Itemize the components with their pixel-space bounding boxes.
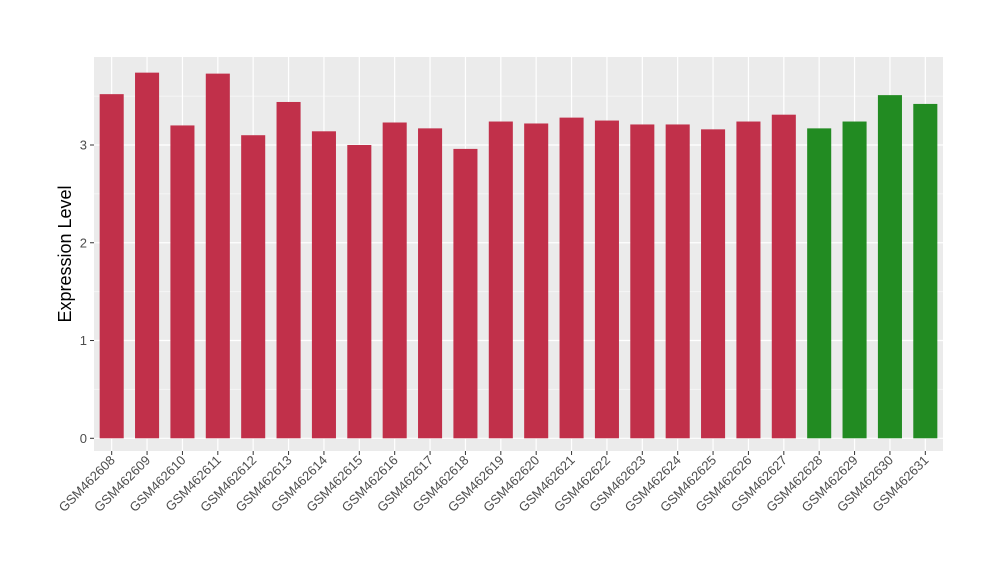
bar-GSM462613 [276,101,301,439]
y-tick-label: 0 [80,431,87,446]
bar-GSM462623 [630,124,655,439]
bar-GSM462612 [241,135,266,439]
bar-GSM462617 [418,128,443,439]
bar-GSM462626 [736,121,761,439]
bar-GSM462615 [347,144,372,439]
x-axis-ticks: GSM462608GSM462609GSM462610GSM462611GSM4… [56,451,931,515]
bar-GSM462616 [382,122,407,439]
y-tick-label: 1 [80,333,87,348]
plot-panel [94,57,943,451]
bars [99,72,938,439]
y-axis-title: Expression Level [55,185,75,322]
bar-GSM462618 [453,148,478,439]
bar-GSM462611 [205,73,230,439]
bar-GSM462621 [559,117,584,439]
bar-GSM462630 [877,95,902,439]
bar-GSM462619 [488,121,513,439]
y-tick-label: 3 [80,137,87,152]
bar-GSM462620 [524,123,549,439]
bar-GSM462625 [701,129,726,439]
bar-GSM462609 [135,72,160,439]
bar-GSM462631 [913,103,938,439]
bar-GSM462610 [170,125,195,439]
bar-GSM462608 [99,94,124,439]
bar-GSM462622 [594,120,619,439]
bar-GSM462628 [807,128,832,439]
minor-gridlines [94,95,943,390]
bar-GSM462614 [311,131,336,439]
bar-GSM462624 [665,124,690,439]
bar-GSM462629 [842,121,867,439]
bar-GSM462627 [771,114,796,439]
y-tick-label: 2 [80,235,87,250]
y-axis-ticks: 0 1 2 3 [80,137,94,446]
